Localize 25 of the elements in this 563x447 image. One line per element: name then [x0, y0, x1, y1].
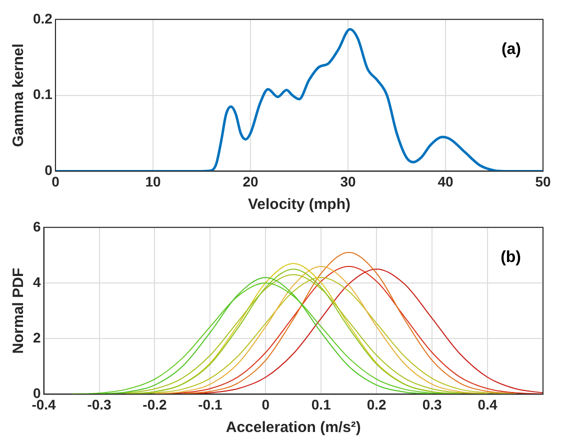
x-tick-label: -0.1 — [198, 396, 222, 412]
y-tick-label: 0 — [44, 162, 53, 178]
x-tick-label: 0.3 — [422, 396, 442, 412]
x-tick-label: 40 — [438, 173, 454, 190]
x-tick-label: 50 — [535, 173, 551, 190]
annotation: (a) — [501, 40, 521, 58]
x-tick-label: 0 — [262, 396, 270, 412]
y-tick-label: 4 — [32, 274, 41, 290]
annotation: (b) — [500, 248, 521, 266]
x-tick-label: 20 — [242, 173, 258, 190]
y-tick-label: 6 — [32, 218, 41, 234]
y-axis-title: Gamma kernel — [10, 44, 28, 147]
x-axis-title: Velocity (mph) — [248, 196, 350, 214]
x-tick-label: 30 — [340, 173, 356, 190]
x-tick-label: 0.1 — [311, 396, 332, 412]
x-tick-label: -0.2 — [142, 396, 167, 412]
x-tick-label: 0.4 — [478, 396, 498, 412]
y-tick-label: 0.2 — [32, 10, 53, 26]
x-axis-title: Acceleration (m/s²) — [226, 419, 361, 436]
y-axis-title: Normal PDF — [10, 268, 28, 354]
y-tick-label: 2 — [32, 329, 41, 346]
x-tick-label: 10 — [145, 173, 161, 190]
x-tick-label: 0.2 — [366, 396, 387, 412]
x-tick-label: -0.3 — [87, 396, 112, 412]
y-tick-label: 0.1 — [32, 86, 53, 102]
